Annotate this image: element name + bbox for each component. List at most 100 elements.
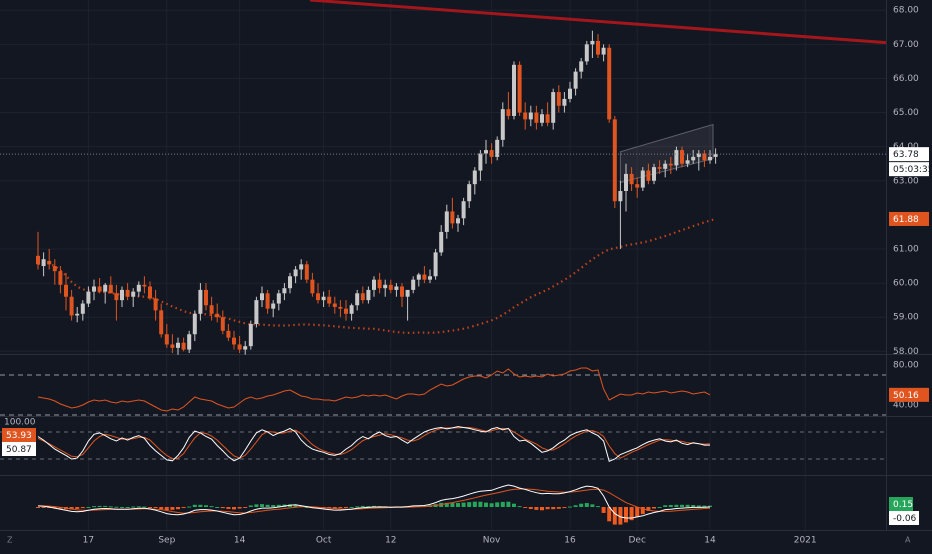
candle-body[interactable] <box>164 334 169 345</box>
candle-body[interactable] <box>92 286 96 292</box>
candle-body[interactable] <box>478 153 483 171</box>
candle-body[interactable] <box>332 303 337 307</box>
candle-body[interactable] <box>131 291 136 297</box>
candle-body[interactable] <box>97 286 102 292</box>
candle-body[interactable] <box>103 284 108 292</box>
candle-body[interactable] <box>484 150 488 154</box>
candle-body[interactable] <box>584 44 589 62</box>
candle-body[interactable] <box>556 92 561 106</box>
candle-body[interactable] <box>456 218 460 224</box>
candle-body[interactable] <box>646 170 651 181</box>
candle-body[interactable] <box>562 98 567 106</box>
candle-body[interactable] <box>360 293 365 301</box>
candle-body[interactable] <box>265 293 270 309</box>
candle-body[interactable] <box>523 112 528 120</box>
candle-body[interactable] <box>47 260 52 265</box>
candle-body[interactable] <box>461 201 466 219</box>
candle-body[interactable] <box>635 184 640 188</box>
candle-body[interactable] <box>691 156 696 161</box>
candle-body[interactable] <box>304 264 309 280</box>
candle-body[interactable] <box>237 344 242 350</box>
candle-body[interactable] <box>411 279 416 290</box>
candle-body[interactable] <box>472 170 477 185</box>
candle-body[interactable] <box>534 112 539 123</box>
candle-body[interactable] <box>58 271 63 285</box>
candle-body[interactable] <box>52 266 57 272</box>
candle-body[interactable] <box>321 296 326 301</box>
candle-body[interactable] <box>405 289 410 297</box>
candle-body[interactable] <box>86 291 91 304</box>
candle-body[interactable] <box>64 284 68 297</box>
candle-body[interactable] <box>215 313 220 318</box>
candle-body[interactable] <box>579 61 584 72</box>
candle-body[interactable] <box>528 112 533 120</box>
candle-body[interactable] <box>80 303 85 314</box>
candle-body[interactable] <box>243 346 248 350</box>
candle-body[interactable] <box>232 337 236 345</box>
candle-body[interactable] <box>41 259 46 267</box>
candle-body[interactable] <box>668 163 673 166</box>
candle-body[interactable] <box>170 344 175 348</box>
candle-body[interactable] <box>467 184 472 202</box>
candle-body[interactable] <box>125 289 130 297</box>
candle-body[interactable] <box>607 47 612 120</box>
candle-body[interactable] <box>618 190 623 202</box>
candle-body[interactable] <box>282 288 287 294</box>
candle-body[interactable] <box>248 324 253 347</box>
candle-body[interactable] <box>299 264 304 270</box>
candle-body[interactable] <box>640 170 645 188</box>
candle-body[interactable] <box>192 313 197 335</box>
candle-body[interactable] <box>708 156 712 161</box>
candle-body[interactable] <box>344 308 348 314</box>
candle-body[interactable] <box>366 289 371 301</box>
candle-body[interactable] <box>545 114 550 123</box>
candle-body[interactable] <box>136 284 141 292</box>
candle-body[interactable] <box>260 293 264 301</box>
candle-body[interactable] <box>400 286 404 297</box>
candle-body[interactable] <box>187 334 192 350</box>
candle-body[interactable] <box>629 173 634 185</box>
candle-body[interactable] <box>612 119 617 202</box>
candle-body[interactable] <box>512 64 516 116</box>
candle-body[interactable] <box>198 289 203 314</box>
candle-body[interactable] <box>652 167 656 181</box>
candle-body[interactable] <box>176 342 180 348</box>
parallel-channel[interactable] <box>619 123 714 184</box>
candle-body[interactable] <box>383 284 388 289</box>
candle-body[interactable] <box>293 269 298 277</box>
candle-body[interactable] <box>288 276 292 289</box>
candle-body[interactable] <box>108 284 113 294</box>
candle-body[interactable] <box>181 342 186 350</box>
candle-body[interactable] <box>696 153 701 157</box>
auto-scale-button[interactable]: A <box>905 536 911 545</box>
candle-body[interactable] <box>439 231 444 253</box>
candle-body[interactable] <box>680 150 684 164</box>
candle-body[interactable] <box>338 306 343 309</box>
candle-body[interactable] <box>444 211 449 232</box>
candle-body[interactable] <box>310 279 315 294</box>
candle-body[interactable] <box>601 47 606 55</box>
candle-body[interactable] <box>69 296 74 316</box>
candle-body[interactable] <box>327 296 332 304</box>
candle-body[interactable] <box>663 163 668 169</box>
candle-body[interactable] <box>568 88 572 99</box>
candle-body[interactable] <box>624 173 628 191</box>
candle-body[interactable] <box>450 211 455 224</box>
candle-body[interactable] <box>517 64 522 113</box>
candle-body[interactable] <box>573 71 578 89</box>
candle-body[interactable] <box>377 279 382 289</box>
candle-body[interactable] <box>159 310 164 335</box>
candle-body[interactable] <box>142 284 147 287</box>
candle-body[interactable] <box>220 317 225 331</box>
candle-body[interactable] <box>702 153 707 161</box>
candle-body[interactable] <box>657 167 662 169</box>
candle-body[interactable] <box>713 154 718 157</box>
candle-body[interactable] <box>433 252 438 277</box>
candle-body[interactable] <box>394 286 399 290</box>
candle-body[interactable] <box>153 298 158 311</box>
candle-body[interactable] <box>500 109 505 140</box>
candle-body[interactable] <box>685 160 690 164</box>
candle-body[interactable] <box>226 330 231 338</box>
candle-body[interactable] <box>355 293 360 306</box>
